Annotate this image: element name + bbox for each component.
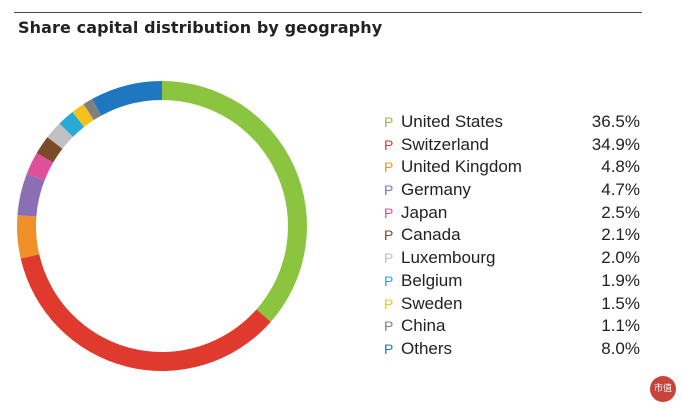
legend-item-canada: P Canada 2.1% — [380, 225, 660, 248]
legend-value-united-kingdom: 4.8% — [601, 157, 640, 177]
legend-value-others: 8.0% — [601, 338, 640, 358]
donut-slice-others — [92, 81, 162, 116]
donut-slice-germany — [17, 173, 45, 217]
legend-marker-japan: P — [384, 204, 394, 221]
donut-slice-luxembourg — [47, 123, 73, 149]
legend-label-others: Others — [401, 338, 453, 358]
chart-title: Share capital distribution by geography — [18, 18, 383, 37]
legend-item-luxembourg: P Luxembourg 2.0% — [380, 248, 660, 271]
donut-slice-united-states — [162, 81, 307, 322]
watermark-text: 市值 — [653, 384, 672, 394]
watermark-logo: 市值 — [650, 376, 676, 402]
legend-marker-luxembourg: P — [384, 250, 394, 267]
legend-label-luxembourg: Luxembourg — [401, 248, 496, 268]
legend-marker-switzerland: P — [384, 136, 394, 153]
legend-value-canada: 2.1% — [601, 225, 640, 245]
legend-label-japan: Japan — [401, 202, 448, 222]
donut-slice-canada — [36, 137, 63, 163]
legend-value-switzerland: 34.9% — [591, 134, 640, 154]
legend-label-united-states: United States — [401, 112, 504, 131]
legend-label-switzerland: Switzerland — [401, 134, 489, 154]
legend-label-china: China — [401, 316, 446, 336]
legend-marker-others: P — [384, 340, 394, 357]
legend-item-united-states: P United States 36.5% — [380, 112, 660, 135]
legend-value-united-states: 36.5% — [591, 112, 640, 131]
donut-slice-sweden — [72, 104, 94, 127]
legend-value-japan: 2.5% — [601, 202, 640, 222]
legend-marker-germany: P — [384, 182, 394, 199]
legend-item-germany: P Germany 4.7% — [380, 180, 660, 203]
donut-slice-united-kingdom — [16, 215, 40, 259]
donut-slice-switzerland — [20, 254, 271, 371]
legend-item-sweden: P Sweden 1.5% — [380, 294, 660, 317]
legend-item-japan: P Japan 2.5% — [380, 203, 660, 226]
legend-value-belgium: 1.9% — [601, 270, 640, 290]
legend-label-sweden: Sweden — [401, 293, 463, 313]
legend-marker-united-states: P — [384, 114, 394, 130]
legend-item-china: P China 1.1% — [380, 316, 660, 339]
legend-item-belgium: P Belgium 1.9% — [380, 271, 660, 294]
donut-slice-japan — [26, 152, 54, 181]
legend-label-canada: Canada — [401, 225, 461, 245]
legend-marker-sweden: P — [384, 295, 394, 312]
donut-slice-china — [83, 98, 102, 121]
legend-item-united-kingdom: P United Kingdom 4.8% — [380, 157, 660, 180]
legend-item-switzerland: P Switzerland 34.9% — [380, 135, 660, 158]
legend-marker-united-kingdom: P — [384, 159, 394, 176]
legend-label-belgium: Belgium — [401, 270, 463, 290]
legend-marker-canada: P — [384, 227, 394, 244]
legend-item-others: P Others 8.0% — [380, 339, 660, 362]
legend-marker-belgium: P — [384, 272, 394, 289]
chart-legend: P United States 36.5% P Switzerland 34.9% P Uni… — [380, 112, 660, 362]
legend-value-luxembourg: 2.0% — [601, 248, 640, 268]
top-rule — [14, 12, 642, 13]
legend-value-sweden: 1.5% — [601, 293, 640, 313]
legend-value-germany: 4.7% — [601, 180, 640, 200]
legend-label-germany: Germany — [401, 180, 471, 200]
legend-marker-china: P — [384, 318, 394, 335]
legend-value-china: 1.1% — [601, 316, 640, 336]
legend-label-united-kingdom: United Kingdom — [401, 157, 522, 177]
donut-slice-belgium — [59, 111, 85, 137]
